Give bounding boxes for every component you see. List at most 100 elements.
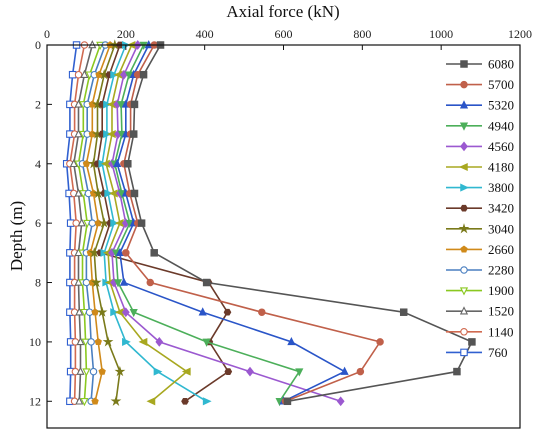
y-tick-label-3: 6 — [35, 216, 41, 230]
series-4180 — [101, 40, 191, 406]
series-3800 — [98, 40, 212, 406]
point-5700-9 — [258, 308, 266, 316]
point-1520-5 — [74, 188, 83, 197]
point-3040-10 — [102, 336, 114, 347]
point-1140-1 — [74, 70, 83, 79]
legend-swatch-marker — [460, 266, 468, 274]
legend-item-3800: 3800 — [446, 180, 514, 195]
point-4940-9 — [129, 308, 138, 318]
legend-item-1140: 1140 — [446, 324, 514, 339]
point-6080-11 — [453, 367, 461, 376]
point-6080-8 — [202, 278, 211, 287]
point-3800-12 — [202, 397, 212, 406]
point-4940-2 — [117, 101, 126, 110]
point-5700-10 — [376, 338, 384, 346]
point-3800-11 — [153, 367, 163, 376]
legend-label: 1520 — [488, 304, 514, 319]
y-tick-label-1: 2 — [35, 97, 41, 111]
point-1520-9 — [75, 307, 84, 316]
point-4180-12 — [146, 397, 156, 406]
y-tick-label-0: 0 — [35, 38, 41, 52]
legend-label: 1900 — [488, 283, 514, 298]
legend-item-5700: 5700 — [446, 77, 514, 92]
legend-swatch-marker — [460, 245, 468, 253]
legend-label: 2280 — [488, 263, 514, 278]
legend-swatch-marker — [459, 306, 469, 315]
point-3420-11 — [224, 368, 233, 375]
point-1520-2 — [74, 99, 83, 108]
point-1900-10 — [81, 338, 90, 347]
legend-item-2660: 2660 — [446, 242, 514, 257]
point-6080-10 — [468, 338, 476, 346]
x-tick-label-2: 400 — [196, 27, 214, 41]
point-3040-7 — [88, 247, 100, 258]
legend-label: 5700 — [488, 77, 514, 92]
y-axis-title: Depth (m) — [7, 201, 26, 271]
point-5320-7 — [115, 247, 124, 257]
x-tick-label-3: 600 — [275, 27, 293, 41]
legend-swatch-marker — [460, 60, 468, 68]
point-4940-11 — [295, 368, 304, 377]
point-5320-4 — [113, 158, 122, 168]
point-2660-10 — [94, 338, 102, 346]
x-tick-label-1: 200 — [117, 27, 135, 41]
point-5320-8 — [119, 277, 128, 286]
legend-label: 3800 — [488, 180, 514, 195]
y-tick-label-4: 8 — [35, 276, 41, 290]
legend-item-4180: 4180 — [446, 160, 514, 175]
point-6080-12 — [283, 397, 292, 406]
point-2280-8 — [82, 278, 91, 287]
point-2660-6 — [94, 219, 102, 227]
point-6080-5 — [130, 189, 139, 198]
legend-label: 760 — [488, 345, 508, 360]
series-1520 — [69, 40, 97, 405]
legend-swatch-marker — [460, 348, 468, 357]
legend-item-6080: 6080 — [446, 57, 514, 72]
point-5320-11 — [340, 366, 349, 375]
point-4560-11 — [246, 366, 254, 377]
point-3040-11 — [114, 365, 126, 377]
legend-swatch-marker — [458, 223, 470, 234]
point-3800-9 — [110, 308, 120, 317]
legend-swatch-marker — [460, 328, 468, 336]
legend-item-1520: 1520 — [446, 304, 514, 319]
legend-label: 4560 — [488, 139, 514, 154]
point-5320-9 — [198, 307, 207, 316]
point-3800-5 — [104, 189, 114, 198]
point-3800-10 — [122, 337, 131, 346]
point-4560-9 — [121, 307, 130, 318]
point-4940-8 — [113, 279, 123, 288]
point-6080-7 — [150, 249, 158, 257]
point-3040-9 — [96, 306, 108, 317]
point-1520-1 — [80, 69, 89, 78]
y-axis: 0 2 4 6 8 10 12 — [29, 38, 52, 408]
series-line-5700 — [123, 44, 382, 403]
y-tick-label-6: 12 — [29, 394, 41, 408]
legend-label: 6080 — [488, 57, 514, 72]
point-6080-2 — [130, 100, 139, 109]
x-tick-label-6: 1200 — [508, 27, 532, 41]
point-1900-11 — [82, 368, 91, 377]
series-6080 — [124, 41, 476, 406]
point-2660-4 — [82, 159, 91, 167]
point-5700-7 — [122, 249, 130, 257]
point-3040-12 — [110, 395, 122, 406]
point-3420-9 — [223, 308, 232, 316]
point-1900-12 — [80, 398, 89, 407]
point-6080-6 — [137, 219, 146, 227]
point-2280-10 — [87, 338, 95, 346]
point-4940-1 — [124, 71, 134, 80]
legend-swatch-marker — [459, 122, 469, 131]
y-tick-label-5: 10 — [29, 335, 41, 349]
point-2660-9 — [91, 308, 99, 316]
point-4560-10 — [155, 337, 164, 347]
legend-item-5320: 5320 — [446, 98, 514, 113]
point-4940-10 — [202, 338, 211, 347]
legend-swatch-marker — [460, 141, 468, 152]
x-tick-label-4: 800 — [353, 27, 371, 41]
legend-item-1900: 1900 — [446, 283, 514, 298]
point-6080-1 — [139, 70, 148, 79]
legend-item-3040: 3040 — [446, 221, 514, 236]
x-tick-label-5: 1000 — [429, 27, 453, 41]
